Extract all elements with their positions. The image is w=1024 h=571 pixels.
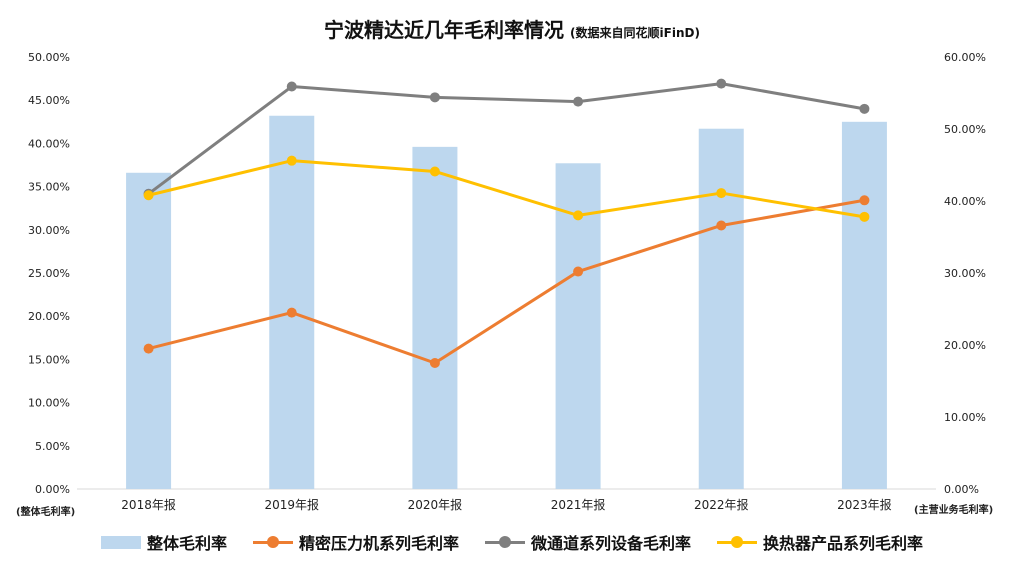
left-axis-tick-label: 45.00% bbox=[28, 94, 70, 107]
legend-swatch-line bbox=[252, 535, 293, 549]
legend-swatch-line bbox=[717, 535, 758, 549]
right-axis-tick-label: 0.00% bbox=[944, 483, 979, 496]
series-point bbox=[429, 358, 440, 368]
left-axis-tick-label: 40.00% bbox=[28, 137, 70, 150]
right-axis-tick-label: 60.00% bbox=[944, 51, 986, 64]
series-line bbox=[147, 82, 865, 196]
legend-label: 精密压力机系列毛利率 bbox=[298, 534, 459, 553]
right-axis-tick-label: 50.00% bbox=[944, 123, 986, 136]
legend-label: 换热器产品系列毛利率 bbox=[763, 534, 924, 553]
x-axis-tick-label: 2019年报 bbox=[264, 497, 319, 512]
bar bbox=[412, 146, 458, 489]
left-axis-tick-label: 25.00% bbox=[28, 267, 70, 280]
series-point bbox=[286, 155, 297, 166]
chart-title: 宁波精达近几年毛利率情况 bbox=[324, 18, 565, 42]
left-axis-tick-label: 10.00% bbox=[28, 397, 70, 410]
legend-item: 精密压力机系列毛利率 bbox=[252, 530, 459, 554]
series-line bbox=[148, 159, 865, 219]
x-axis-tick-label: 2021年报 bbox=[551, 497, 606, 512]
x-axis-tick-label: 2023年报 bbox=[837, 497, 892, 512]
series-point bbox=[716, 188, 727, 199]
series-point bbox=[286, 81, 297, 92]
legend-item: 换热器产品系列毛利率 bbox=[717, 530, 923, 554]
series-line bbox=[148, 198, 865, 365]
bar bbox=[269, 115, 315, 489]
chart-legend: 整体毛利率 精密压力机系列毛利率 微通道系列设备毛利率 换热器产品系列毛利率 bbox=[0, 530, 1024, 554]
series-point bbox=[859, 211, 870, 222]
left-axis-tick-label: 20.00% bbox=[28, 310, 70, 323]
bar bbox=[698, 128, 744, 489]
legend-swatch-bar bbox=[100, 535, 141, 549]
left-axis-tick-label: 0.00% bbox=[35, 483, 70, 496]
series-point bbox=[429, 92, 440, 103]
chart-title-block: 宁波精达近几年毛利率情况 (数据来自同花顺iFinD) bbox=[0, 14, 1024, 43]
series-point bbox=[716, 78, 727, 89]
left-axis-tick-label: 30.00% bbox=[28, 224, 70, 237]
x-axis-tick-label: 2022年报 bbox=[694, 497, 749, 512]
bar bbox=[841, 121, 887, 490]
left-axis-tick-label: 35.00% bbox=[28, 181, 70, 194]
series-point bbox=[859, 103, 870, 114]
series-point bbox=[286, 307, 297, 318]
series-point bbox=[859, 195, 870, 206]
right-axis-tick-label: 40.00% bbox=[944, 195, 986, 208]
left-axis-tick-label: 15.00% bbox=[28, 353, 70, 366]
legend-label: 整体毛利率 bbox=[146, 534, 227, 553]
legend-swatch-line bbox=[485, 535, 525, 549]
legend-item: 微通道系列设备毛利率 bbox=[485, 530, 691, 554]
left-axis-tick-label: 50.00% bbox=[28, 51, 70, 64]
x-axis-tick-label: 2018年报 bbox=[121, 497, 176, 512]
chart-subtitle: (数据来自同花顺iFinD) bbox=[570, 26, 700, 40]
legend-item: 整体毛利率 bbox=[100, 530, 227, 554]
series-point bbox=[573, 96, 584, 107]
series-point bbox=[573, 210, 584, 221]
right-axis-tick-label: 20.00% bbox=[944, 339, 986, 352]
series-point bbox=[143, 190, 154, 201]
series-point bbox=[143, 343, 154, 354]
right-axis-tick-label: 10.00% bbox=[944, 411, 986, 424]
bar bbox=[126, 172, 172, 489]
left-axis-tick-label: 5.00% bbox=[35, 440, 70, 453]
legend-label: 微通道系列设备毛利率 bbox=[531, 534, 692, 553]
right-axis-unit: (主营业务毛利率) bbox=[914, 505, 994, 516]
x-axis-tick-label: 2020年报 bbox=[408, 497, 463, 512]
left-axis-unit: (整体毛利率) bbox=[16, 507, 76, 518]
right-axis-tick-label: 30.00% bbox=[944, 267, 986, 280]
series-point bbox=[716, 220, 727, 231]
series-point bbox=[429, 166, 440, 177]
series-point bbox=[573, 266, 584, 277]
